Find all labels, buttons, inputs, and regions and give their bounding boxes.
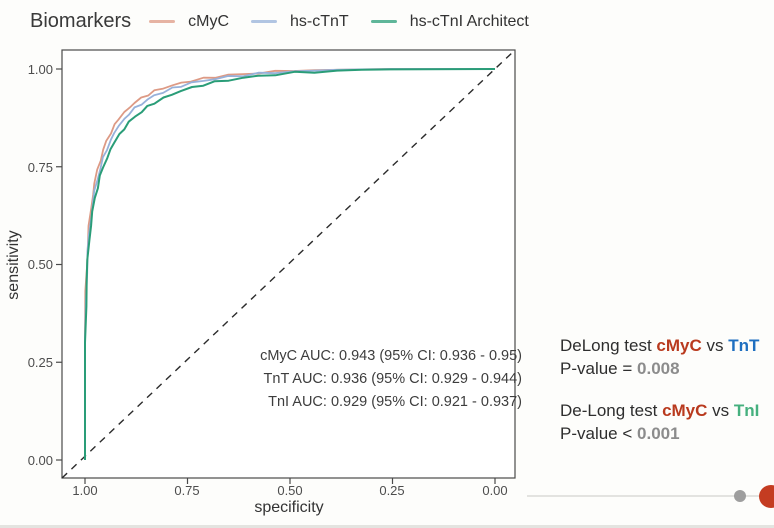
y-tick-0.00: 0.00 [27, 453, 53, 468]
delong-test-2: De-Long test cMyC vs TnI P-value < 0.001 [560, 399, 774, 445]
y-tick-0.50: 0.50 [27, 257, 53, 272]
legend-label-hs-ctnt: hs-cTnT [290, 12, 349, 30]
delong-test-1-pvalue-number: 0.008 [637, 359, 680, 378]
roc-curves [84, 68, 496, 460]
hs-ctnt-line-swatch-icon [251, 20, 278, 23]
delong-test-2-pvalue: P-value < 0.001 [560, 422, 774, 445]
delong-test-2-pvalue-number: 0.001 [637, 424, 680, 443]
auc-line-cmyc: cMyC AUC: 0.943 (95% CI: 0.936 - 0.95) [260, 348, 522, 364]
cmyc-line-swatch-icon [149, 20, 176, 23]
delong-test-2-prefix: De-Long test [560, 401, 663, 420]
video-bottom-edge [0, 525, 774, 528]
delong-test-1-pvalue: P-value = 0.008 [560, 357, 774, 380]
legend-label-hs-ctni: hs-cTnI Architect [409, 12, 529, 30]
delong-test-1: DeLong test cMyC vs TnT P-value = 0.008 [560, 334, 774, 380]
y-tick-1.00: 1.00 [27, 62, 53, 77]
legend-item-hs-ctni: hs-cTnI Architect [370, 12, 529, 31]
x-axis-ticks [84, 478, 496, 484]
x-tick-1.00: 1.00 [72, 483, 98, 498]
delong-test-2-biomarker-b: TnI [733, 401, 760, 420]
y-tick-0.75: 0.75 [27, 160, 53, 175]
x-tick-0.75: 0.75 [174, 483, 200, 498]
video-scrubber-track[interactable] [527, 495, 774, 497]
delong-test-1-title: DeLong test cMyC vs TnT [560, 334, 774, 357]
x-tick-0.00: 0.00 [482, 483, 508, 498]
scrubber-playhead-icon[interactable] [759, 485, 774, 508]
auc-line-tnt: TnT AUC: 0.936 (95% CI: 0.929 - 0.944) [263, 371, 522, 387]
legend-label-cmyc: cMyC [188, 12, 230, 30]
delong-stats-panel: DeLong test cMyC vs TnT P-value = 0.008 … [560, 334, 774, 464]
hs-ctni-line-swatch-icon [370, 20, 397, 23]
delong-test-1-biomarker-a: cMyC [656, 336, 702, 355]
scrubber-marker-dot[interactable] [734, 490, 746, 502]
delong-test-2-pvalue-prefix: P-value < [560, 424, 638, 443]
delong-test-2-biomarker-a: cMyC [662, 401, 708, 420]
y-axis-title: sensitivity [5, 230, 22, 300]
roc-curve-cmyc [84, 68, 495, 460]
auc-line-tni: TnI AUC: 0.929 (95% CI: 0.921 - 0.937) [268, 394, 522, 410]
delong-test-1-biomarker-b: TnT [728, 336, 760, 355]
biomarkers-legend: Biomarkers cMyC hs-cTnT hs-cTnI Architec… [30, 10, 551, 33]
plot-panel-border [61, 49, 516, 479]
roc-plot [56, 49, 516, 484]
delong-test-2-vs: vs [707, 401, 734, 420]
auc-annotation: cMyC AUC: 0.943 (95% CI: 0.936 - 0.95) T… [212, 345, 522, 414]
legend-title: Biomarkers [30, 10, 132, 32]
delong-test-1-vs: vs [701, 336, 729, 355]
x-axis-title: specificity [254, 499, 324, 516]
y-axis-ticks [56, 68, 62, 461]
delong-test-2-title: De-Long test cMyC vs TnI [560, 399, 774, 422]
x-tick-0.25: 0.25 [379, 483, 405, 498]
roc-curve-hs-ctni-architect [84, 68, 496, 460]
delong-test-1-pvalue-prefix: P-value = [560, 359, 638, 378]
delong-test-1-prefix: DeLong test [560, 336, 657, 355]
legend-item-cmyc: cMyC [149, 13, 229, 31]
legend-item-hs-ctnt: hs-cTnT [251, 13, 349, 31]
x-tick-0.50: 0.50 [277, 483, 303, 498]
y-tick-0.25: 0.25 [27, 355, 53, 370]
